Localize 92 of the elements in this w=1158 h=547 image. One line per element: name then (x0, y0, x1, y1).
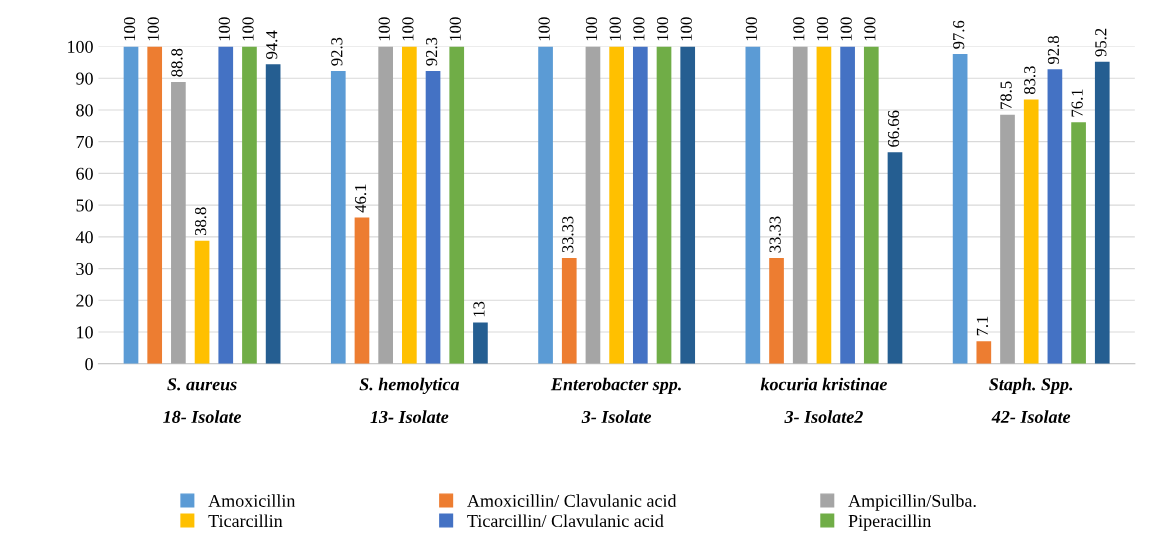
bar (561, 258, 577, 364)
bar (473, 322, 488, 364)
data-label: 13 (473, 301, 485, 317)
bar (171, 82, 186, 364)
data-label: 83.3 (1024, 66, 1036, 95)
data-label: 100 (218, 17, 230, 41)
data-label: 92.3 (331, 37, 343, 66)
bar (656, 46, 672, 364)
data-label: 33.33 (769, 216, 781, 253)
data-label: 78.5 (1000, 81, 1012, 109)
data-label: 92.3 (426, 37, 438, 66)
bar (242, 46, 257, 364)
y-tick-label: 100 (68, 40, 93, 53)
bar (1023, 99, 1039, 364)
bar (378, 46, 394, 364)
x-tick-label: kocuria kristinae 3- Isolate2 (760, 377, 887, 424)
data-label: 100 (538, 17, 550, 41)
legend-label: Ticarcillin (208, 514, 283, 528)
legend-label: Amoxicillin/ Clavulanic acid (467, 494, 677, 507)
y-tick-label: 80 (76, 104, 93, 117)
y-tick-label: 30 (76, 262, 93, 276)
bar (330, 70, 346, 364)
data-label: 33.33 (562, 216, 574, 253)
data-label: 94.4 (266, 30, 278, 59)
y-tick-label: 60 (76, 167, 93, 180)
data-label: 100 (793, 17, 805, 41)
data-label: 100 (816, 17, 829, 41)
bar (402, 46, 417, 364)
bar (887, 152, 903, 364)
bar (745, 46, 761, 364)
data-label: 97.6 (953, 20, 965, 49)
data-label: 100 (585, 17, 598, 41)
y-tick-label: 40 (75, 231, 93, 244)
data-label: 46.1 (354, 184, 367, 213)
bar (265, 64, 281, 364)
legend-label: Amoxicillin (208, 494, 296, 507)
data-label: 100 (242, 17, 254, 41)
bar (632, 46, 648, 364)
bar (952, 54, 968, 364)
bar (976, 341, 992, 364)
data-label: 100 (378, 17, 390, 41)
data-label: 100 (402, 17, 414, 41)
bar (769, 258, 784, 364)
y-tick-label: 20 (76, 294, 93, 307)
data-label: 100 (123, 17, 136, 41)
bar (147, 46, 163, 364)
data-label: 100 (633, 17, 645, 41)
bar (1000, 114, 1015, 364)
y-tick-label: 0 (85, 358, 93, 371)
x-tick-label: Staph. Spp. 42- Isolate (989, 377, 1073, 424)
bar (1047, 69, 1063, 364)
data-label: 100 (147, 17, 159, 41)
legend-label: Ampicillin/Sulba. (848, 494, 976, 511)
bar (585, 46, 601, 364)
legend-label: Ticarcillin/ Clavulanic acid (467, 514, 664, 528)
bar (123, 46, 139, 364)
data-label: 100 (656, 17, 669, 41)
data-label: 100 (680, 17, 692, 41)
bar (449, 46, 465, 364)
x-tick-label: Enterobacter spp. 3- Isolate (550, 377, 681, 424)
data-label: 95.2 (1095, 28, 1107, 57)
bar (816, 46, 832, 364)
bar (425, 70, 441, 364)
bar (354, 217, 370, 364)
data-label: 66.66 (887, 110, 900, 147)
data-label: 100 (840, 17, 852, 41)
data-label: 76.1 (1071, 89, 1083, 117)
data-label: 100 (449, 17, 461, 41)
bar (840, 46, 855, 364)
y-tick-label: 90 (76, 72, 93, 85)
y-tick-label: 50 (76, 199, 93, 212)
data-label: 7.1 (976, 316, 989, 336)
data-label: 88.8 (171, 48, 183, 77)
x-tick-label: S. hemolytica 13- Isolate (359, 377, 460, 424)
x-tick-label: S. aureus 18- Isolate (163, 378, 242, 424)
bar (1071, 122, 1086, 364)
y-tick-label: 70 (76, 135, 93, 149)
bar (609, 46, 624, 364)
legend-label: Piperacillin (848, 514, 932, 531)
data-label: 100 (745, 17, 758, 41)
data-label: 100 (864, 17, 876, 41)
bar (792, 46, 808, 364)
bar (680, 46, 696, 364)
bar (218, 46, 234, 364)
bar (863, 46, 879, 364)
data-label: 38.8 (195, 207, 207, 236)
y-tick-label: 10 (77, 326, 93, 339)
bar (538, 46, 553, 364)
bar (194, 240, 210, 364)
bar (1094, 61, 1110, 364)
data-label: 100 (609, 17, 621, 41)
data-label: 92.8 (1047, 36, 1060, 65)
